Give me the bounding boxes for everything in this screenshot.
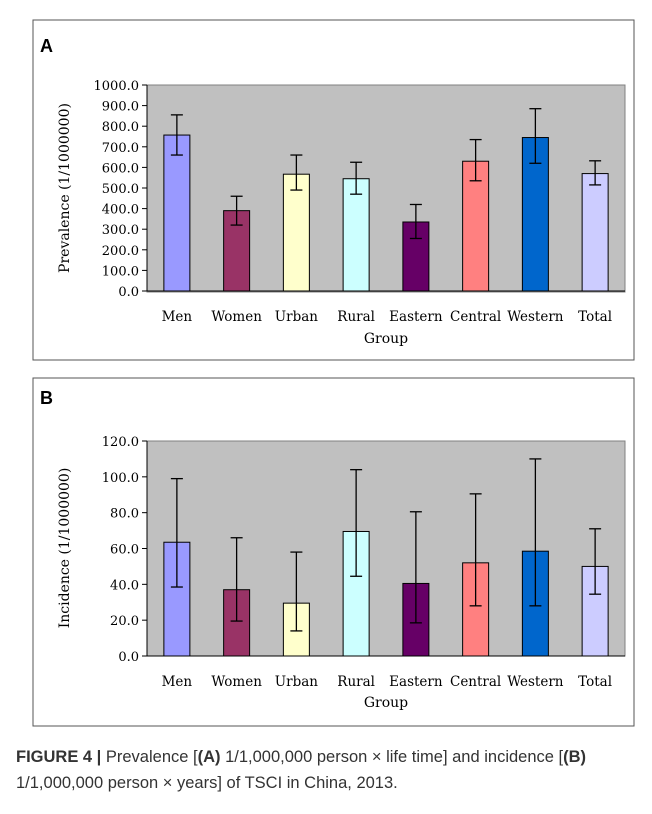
panel-a-bar-rural xyxy=(342,178,370,292)
caption-ref-a: (A) xyxy=(197,748,221,766)
caption-text-2: 1/1,000,000 person × life time] and inci… xyxy=(220,748,564,766)
panel-a-y-tick-label: 100.0 xyxy=(102,264,139,279)
panel-b-category-label: Total xyxy=(578,674,612,690)
panel-b-label: B xyxy=(40,388,53,408)
panel-b-category-label: Central xyxy=(450,674,501,690)
panel-a-label: A xyxy=(40,36,53,56)
panel-a-bar-men xyxy=(163,134,191,292)
panel-b-y-tick-label: 120.0 xyxy=(102,435,139,450)
chart-panel-b: B 0.0 20.0 40.0 60.0 80.0 100.0 120.0 Men Women U… xyxy=(32,377,635,727)
panel-b-category-label: Women xyxy=(211,674,262,690)
panel-a-category-label: Urban xyxy=(275,309,319,325)
panel-a-category-label: Men xyxy=(162,309,193,325)
panel-a-category-label: Total xyxy=(578,309,612,325)
panel-a-y-tick-label: 200.0 xyxy=(102,244,139,259)
panel-a-y-axis-label: Prevalence (1/1000000) xyxy=(57,103,73,273)
panel-a-y-tick-label: 700.0 xyxy=(102,141,139,156)
figure-label: FIGURE 4 | xyxy=(16,748,102,766)
panel-b-y-tick-label: 0.0 xyxy=(118,650,139,665)
panel-a-y-tick-label: 1000.0 xyxy=(94,79,140,94)
panel-a-y-tick-label: 400.0 xyxy=(102,203,139,218)
panel-a-category-label: Western xyxy=(507,309,564,325)
panel-b-category-label: Eastern xyxy=(389,674,443,690)
panel-b-y-tick-label: 60.0 xyxy=(110,543,139,558)
panel-a-bar-urban xyxy=(282,173,310,292)
panel-a-y-tick-label: 0.0 xyxy=(118,285,139,300)
panel-a-bar-total xyxy=(581,173,609,292)
panel-b-bar-women xyxy=(223,589,251,657)
panel-a-x-axis-label: Group xyxy=(364,331,408,347)
panel-a-y-tick-label: 300.0 xyxy=(102,223,139,238)
panel-b-y-tick-label: 80.0 xyxy=(110,507,139,522)
panel-a-plot-area xyxy=(146,84,626,293)
panel-b-marks: 0.0 20.0 40.0 60.0 80.0 100.0 120.0 Men Women Urb… xyxy=(102,435,625,690)
caption-ref-b: (B) xyxy=(563,748,587,766)
figure-caption: FIGURE 4 | Prevalence [(A) 1/1,000,000 p… xyxy=(16,744,644,796)
panel-b-category-label: Rural xyxy=(337,674,375,690)
panel-b-y-tick-label: 100.0 xyxy=(102,471,139,486)
panel-a-category-label: Central xyxy=(450,309,501,325)
panel-b-plot-area xyxy=(146,440,626,657)
panel-b-category-label: Western xyxy=(507,674,564,690)
caption-text-3: 1/1,000,000 person × years] of TSCI in C… xyxy=(16,774,398,792)
panel-a-y-tick-label: 800.0 xyxy=(102,120,139,135)
panel-b-y-tick-label: 20.0 xyxy=(110,614,139,629)
panel-a-y-tick-label: 600.0 xyxy=(102,161,139,176)
panel-a-category-label: Eastern xyxy=(389,309,443,325)
panel-a-y-tick-label: 500.0 xyxy=(102,182,139,197)
panel-a-category-label: Women xyxy=(211,309,262,325)
panel-b-category-label: Urban xyxy=(275,674,319,690)
panel-b-x-axis-label: Group xyxy=(364,695,408,711)
caption-text-1: Prevalence [ xyxy=(101,748,198,766)
panel-b-y-tick-label: 40.0 xyxy=(110,578,139,593)
panel-b-y-axis-label: Incidence (1/1000000) xyxy=(57,468,73,629)
chart-panel-a: A 0.0 100.0 200.0 300.0 400.0 500.0 600.0 700.0… xyxy=(32,19,635,361)
panel-a-bar-central xyxy=(462,160,490,292)
panel-a-category-label: Rural xyxy=(337,309,375,325)
panel-a-y-tick-label: 900.0 xyxy=(102,100,139,115)
panel-b-category-label: Men xyxy=(162,674,193,690)
panel-a-marks: 0.0 100.0 200.0 300.0 400.0 500.0 600.0 700.0 80… xyxy=(94,79,625,325)
